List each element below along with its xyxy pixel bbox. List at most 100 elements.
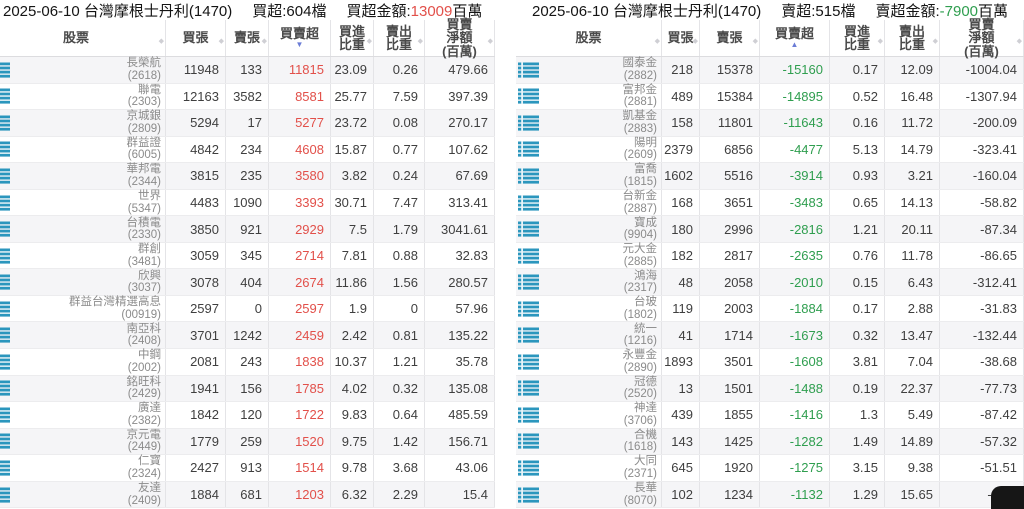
list-icon[interactable] [0, 190, 13, 216]
list-icon[interactable] [0, 402, 13, 428]
table-row[interactable]: 仁寶 (2324) 2427 913 1514 9.78 3.68 43.06 [0, 455, 495, 482]
list-icon[interactable] [0, 482, 13, 508]
column-header-4[interactable]: 買進 比重 ◆ [830, 20, 885, 56]
list-icon[interactable] [516, 455, 542, 481]
stock-name-cell[interactable]: 長榮航 (2618) [13, 57, 166, 83]
stock-name-cell[interactable]: 富邦金 (2881) [542, 83, 662, 110]
stock-name-cell[interactable]: 聯電 (2303) [13, 83, 166, 110]
stock-name-cell[interactable]: 鴻海 (2317) [542, 269, 662, 295]
stock-name-cell[interactable]: 永豐金 (2890) [542, 349, 662, 375]
table-row[interactable]: 聯電 (2303) 12163 3582 8581 25.77 7.59 397.39 [0, 83, 495, 111]
list-icon[interactable] [516, 349, 542, 375]
list-icon[interactable] [0, 376, 13, 402]
list-icon[interactable] [0, 137, 13, 163]
column-header-2[interactable]: 賣張 ◆ [700, 20, 760, 56]
table-row[interactable]: 凱基金 (2883) 158 11801 -11643 0.16 11.72 -200.09 [516, 110, 1024, 137]
stock-name-cell[interactable]: 仁寶 (2324) [13, 455, 166, 481]
column-header-5[interactable]: 賣出 比重 ◆ [885, 20, 940, 56]
stock-name-cell[interactable]: 廣達 (2382) [13, 402, 166, 428]
table-row[interactable]: 富邦金 (2881) 489 15384 -14895 0.52 16.48 -1307.94 [516, 83, 1024, 111]
list-icon[interactable] [516, 269, 542, 295]
list-icon[interactable] [516, 110, 542, 136]
list-icon[interactable] [0, 349, 13, 375]
stock-name-cell[interactable]: 國泰金 (2882) [542, 57, 662, 83]
list-icon[interactable] [516, 216, 542, 242]
list-icon[interactable] [0, 84, 13, 110]
stock-name-cell[interactable]: 南亞科 (2408) [13, 322, 166, 349]
stock-name-cell[interactable]: 群創 (3481) [13, 242, 166, 269]
stock-name-cell[interactable]: 陽明 (2609) [542, 136, 662, 163]
column-header-3[interactable]: 買賣超 ▲ [760, 20, 830, 56]
list-icon[interactable] [0, 243, 13, 269]
list-icon[interactable] [0, 163, 13, 189]
stock-name-cell[interactable]: 華邦電 (2344) [13, 163, 166, 189]
stock-name-cell[interactable]: 台積電 (2330) [13, 216, 166, 242]
list-icon[interactable] [516, 296, 542, 322]
list-icon[interactable] [0, 269, 13, 295]
column-header-6[interactable]: 買賣 淨額 (百萬) ◆ [425, 18, 495, 58]
table-row[interactable]: 統一 (1216) 41 1714 -1673 0.32 13.47 -132.44 [516, 322, 1024, 350]
list-icon[interactable] [516, 429, 542, 455]
stock-name-cell[interactable]: 統一 (1216) [542, 322, 662, 349]
table-row[interactable]: 群益台灣精選高息 (00919) 2597 0 2597 1.9 0 57.96 [0, 295, 495, 323]
table-row[interactable]: 台玻 (1802) 119 2003 -1884 0.17 2.88 -31.83 [516, 295, 1024, 323]
table-row[interactable]: 長榮航 (2618) 11948 133 11815 23.09 0.26 479.66 [0, 57, 495, 84]
table-row[interactable]: 群益證 (6005) 4842 234 4608 15.87 0.77 107.62 [0, 136, 495, 164]
list-icon[interactable] [516, 57, 542, 83]
table-row[interactable]: 南亞科 (2408) 3701 1242 2459 2.42 0.81 135.22 [0, 322, 495, 350]
table-row[interactable]: 群創 (3481) 3059 345 2714 7.81 0.88 32.83 [0, 242, 495, 270]
table-row[interactable]: 神達 (3706) 439 1855 -1416 1.3 5.49 -87.42 [516, 402, 1024, 429]
stock-name-cell[interactable]: 台新金 (2887) [542, 189, 662, 216]
table-row[interactable]: 台積電 (2330) 3850 921 2929 7.5 1.79 3041.61 [0, 216, 495, 243]
stock-name-cell[interactable]: 群益證 (6005) [13, 136, 166, 163]
column-header-6[interactable]: 買賣 淨額 (百萬) ◆ [940, 18, 1024, 58]
stock-name-cell[interactable]: 京元電 (2449) [13, 428, 166, 455]
list-icon[interactable] [516, 84, 542, 110]
table-row[interactable]: 台新金 (2887) 168 3651 -3483 0.65 14.13 -58.82 [516, 189, 1024, 217]
list-icon[interactable] [0, 296, 13, 322]
table-row[interactable]: 永豐金 (2890) 1893 3501 -1608 3.81 7.04 -38.68 [516, 349, 1024, 376]
stock-name-cell[interactable]: 銘旺科 (2429) [13, 375, 166, 402]
list-icon[interactable] [516, 322, 542, 348]
list-icon[interactable] [516, 190, 542, 216]
stock-name-cell[interactable]: 京城銀 (2809) [13, 110, 166, 136]
list-icon[interactable] [0, 455, 13, 481]
table-row[interactable]: 冠德 (2520) 13 1501 -1488 0.19 22.37 -77.73 [516, 375, 1024, 403]
list-icon[interactable] [516, 376, 542, 402]
list-icon[interactable] [0, 110, 13, 136]
list-icon[interactable] [516, 163, 542, 189]
stock-name-cell[interactable]: 友達 (2409) [13, 481, 166, 508]
column-header-stock[interactable]: 股票 ◆ [0, 20, 166, 56]
column-header-3[interactable]: 買賣超 ▼ [269, 20, 331, 56]
table-row[interactable]: 欣興 (3037) 3078 404 2674 11.86 1.56 280.57 [0, 269, 495, 296]
column-header-1[interactable]: 買張 ◆ [662, 20, 700, 56]
stock-name-cell[interactable]: 元大金 (2885) [542, 242, 662, 269]
stock-name-cell[interactable]: 富喬 (1815) [542, 163, 662, 189]
table-row[interactable]: 大同 (2371) 645 1920 -1275 3.15 9.38 -51.51 [516, 455, 1024, 482]
stock-name-cell[interactable]: 凱基金 (2883) [542, 110, 662, 136]
table-row[interactable]: 合機 (1618) 143 1425 -1282 1.49 14.89 -57.32 [516, 428, 1024, 456]
stock-name-cell[interactable]: 欣興 (3037) [13, 269, 166, 295]
stock-name-cell[interactable]: 寶成 (9904) [542, 216, 662, 242]
list-icon[interactable] [516, 402, 542, 428]
list-icon[interactable] [0, 57, 13, 83]
table-row[interactable]: 友達 (2409) 1884 681 1203 6.32 2.29 15.4 [0, 481, 495, 509]
table-row[interactable]: 京元電 (2449) 1779 259 1520 9.75 1.42 156.71 [0, 428, 495, 456]
stock-name-cell[interactable]: 大同 (2371) [542, 455, 662, 481]
table-row[interactable]: 國泰金 (2882) 218 15378 -15160 0.17 12.09 -1004.04 [516, 57, 1024, 84]
column-header-2[interactable]: 賣張 ◆ [226, 20, 269, 56]
stock-name-cell[interactable]: 台玻 (1802) [542, 295, 662, 322]
table-row[interactable]: 陽明 (2609) 2379 6856 -4477 5.13 14.79 -323.41 [516, 136, 1024, 164]
table-row[interactable]: 京城銀 (2809) 5294 17 5277 23.72 0.08 270.17 [0, 110, 495, 137]
corner-floating-button[interactable] [991, 486, 1024, 509]
stock-name-cell[interactable]: 合機 (1618) [542, 428, 662, 455]
table-row[interactable]: 中鋼 (2002) 2081 243 1838 10.37 1.21 35.78 [0, 349, 495, 376]
list-icon[interactable] [516, 243, 542, 269]
stock-name-cell[interactable]: 群益台灣精選高息 (00919) [13, 295, 166, 322]
table-row[interactable]: 華邦電 (2344) 3815 235 3580 3.82 0.24 67.69 [0, 163, 495, 190]
stock-name-cell[interactable]: 世界 (5347) [13, 189, 166, 216]
table-row[interactable]: 銘旺科 (2429) 1941 156 1785 4.02 0.32 135.08 [0, 375, 495, 403]
list-icon[interactable] [516, 137, 542, 163]
list-icon[interactable] [0, 322, 13, 348]
